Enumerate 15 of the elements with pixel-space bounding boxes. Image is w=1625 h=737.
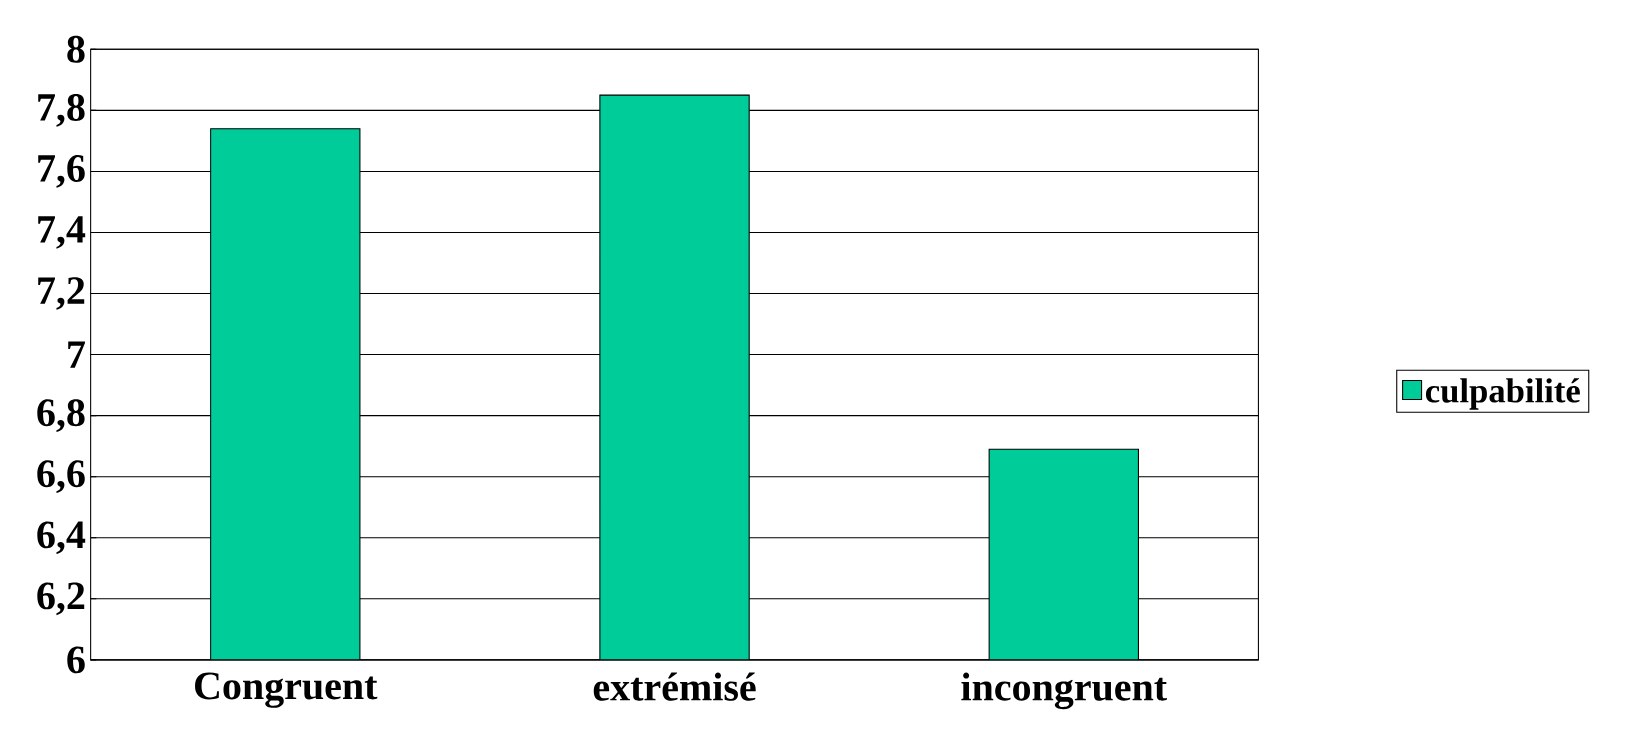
y-tick-label: 6,6: [37, 460, 85, 493]
y-tick-label: 7: [68, 341, 85, 368]
y-tick-label: 6,2: [37, 582, 85, 616]
x-tick-label: incongruent: [961, 672, 1167, 710]
y-tick-label: 7,8: [38, 93, 85, 127]
legend-label: culpabilité: [1425, 378, 1580, 410]
y-tick-label: 7,4: [38, 216, 86, 249]
y-tick-label: 6,4: [37, 521, 86, 554]
y-tick-label: 6,8: [37, 399, 85, 432]
y-tick-label: 7,6: [38, 155, 85, 188]
y-tick-label: 7,2: [38, 277, 85, 310]
x-tick-label: Congruent: [195, 672, 378, 708]
y-tick-label: 8: [67, 35, 85, 63]
x-tick-label: extrémisé: [593, 672, 756, 701]
y-tick-label: 6: [67, 646, 85, 674]
